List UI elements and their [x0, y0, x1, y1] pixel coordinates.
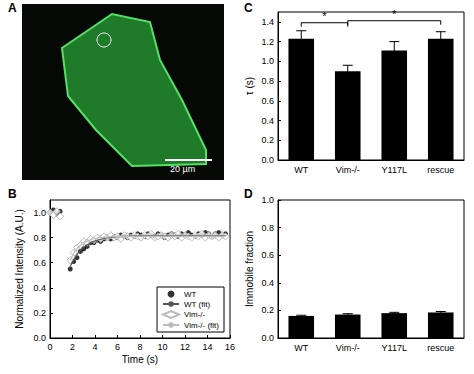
- svg-text:τ (s): τ (s): [244, 77, 255, 95]
- svg-text:0.6: 0.6: [33, 258, 46, 268]
- svg-text:WT: WT: [294, 165, 308, 175]
- svg-text:0.8: 0.8: [33, 233, 46, 243]
- svg-text:0.4: 0.4: [261, 278, 274, 288]
- svg-text:16: 16: [225, 342, 235, 352]
- svg-text:0.0: 0.0: [261, 333, 274, 343]
- svg-text:0.2: 0.2: [261, 135, 274, 145]
- svg-text:20 µm: 20 µm: [170, 164, 195, 174]
- svg-text:0.4: 0.4: [261, 116, 274, 126]
- svg-text:0: 0: [47, 342, 52, 352]
- svg-text:1.0: 1.0: [33, 208, 46, 218]
- svg-text:0.2: 0.2: [33, 308, 46, 318]
- svg-text:0.8: 0.8: [261, 223, 274, 233]
- svg-text:WT: WT: [294, 343, 308, 353]
- svg-text:0.8: 0.8: [261, 76, 274, 86]
- svg-text:Vim-/- (fit): Vim-/- (fit): [184, 321, 219, 330]
- svg-text:Y117L: Y117L: [382, 343, 407, 353]
- svg-text:8: 8: [137, 342, 142, 352]
- svg-text:Vim-/-: Vim-/-: [184, 310, 206, 319]
- svg-text:C: C: [244, 1, 253, 15]
- svg-text:Immobile fraction: Immobile fraction: [244, 231, 255, 307]
- svg-text:1.0: 1.0: [261, 195, 274, 205]
- svg-text:D: D: [244, 187, 253, 201]
- svg-text:B: B: [8, 187, 17, 201]
- svg-text:*: *: [322, 10, 327, 22]
- svg-text:WT (fit): WT (fit): [184, 300, 210, 309]
- svg-text:10: 10: [157, 342, 167, 352]
- svg-text:6: 6: [115, 342, 120, 352]
- svg-text:*: *: [392, 8, 397, 20]
- svg-text:0.6: 0.6: [261, 96, 274, 106]
- svg-text:12: 12: [180, 342, 190, 352]
- svg-text:0.0: 0.0: [261, 155, 274, 165]
- svg-text:2: 2: [70, 342, 75, 352]
- svg-text:0.4: 0.4: [33, 283, 46, 293]
- svg-text:1.2: 1.2: [261, 37, 274, 47]
- svg-text:WT: WT: [184, 290, 197, 299]
- svg-text:Y117L: Y117L: [382, 165, 407, 175]
- svg-text:Normalized Intensity (A.U.): Normalized Intensity (A.U.): [14, 209, 25, 328]
- svg-text:Vim-/-: Vim-/-: [336, 165, 360, 175]
- svg-text:0.2: 0.2: [261, 305, 274, 315]
- svg-text:A: A: [8, 1, 17, 15]
- svg-text:Time (s): Time (s): [122, 354, 158, 365]
- svg-text:0.0: 0.0: [33, 333, 46, 343]
- svg-text:1.0: 1.0: [261, 56, 274, 66]
- svg-text:4: 4: [92, 342, 97, 352]
- svg-text:rescue: rescue: [427, 165, 454, 175]
- svg-text:0.6: 0.6: [261, 250, 274, 260]
- svg-text:14: 14: [202, 342, 212, 352]
- svg-text:rescue: rescue: [427, 343, 454, 353]
- svg-text:1.4: 1.4: [261, 17, 274, 27]
- svg-text:Vim-/-: Vim-/-: [336, 343, 360, 353]
